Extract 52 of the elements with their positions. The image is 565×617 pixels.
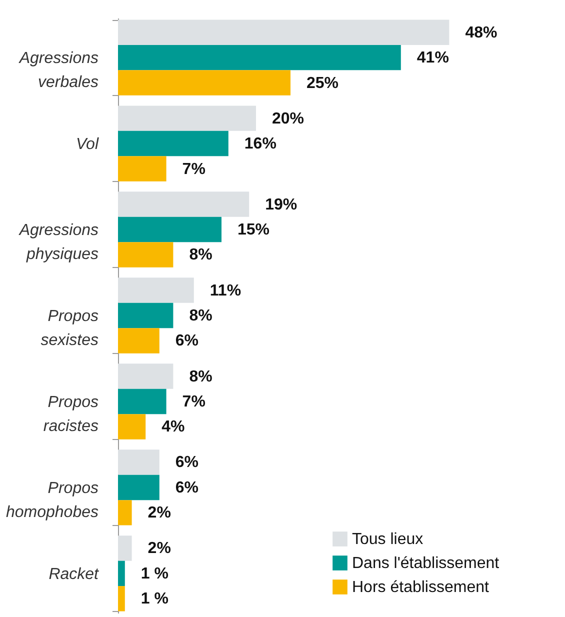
y-tick-label: Racket	[48, 566, 100, 583]
data-label: 41%	[416, 50, 449, 67]
y-tick-label: Agressions verbales	[18, 50, 98, 92]
data-label: 7%	[182, 393, 206, 410]
data-label: 8%	[189, 246, 212, 264]
bar	[118, 450, 160, 475]
bar	[118, 242, 174, 268]
bar	[118, 536, 132, 561]
bar	[118, 474, 160, 500]
data-label: 6%	[175, 479, 199, 496]
data-label: 8%	[189, 308, 212, 324]
data-label: 19%	[265, 196, 298, 214]
bar	[118, 278, 194, 303]
bar	[118, 156, 166, 182]
legend-label: Dans l'établissement	[352, 555, 500, 572]
data-label: 4%	[162, 418, 185, 436]
data-label: 2%	[148, 540, 171, 558]
data-label: 1 %	[140, 565, 168, 582]
bar	[118, 500, 132, 526]
data-label: 11%	[210, 282, 242, 300]
bar	[118, 192, 250, 217]
y-tick-label: Propos sexistes	[40, 308, 98, 349]
y-tick-label: Agressions physiques	[18, 222, 98, 264]
bar	[118, 302, 174, 328]
legend-label: Hors établissement	[352, 579, 490, 596]
data-label: 6%	[175, 332, 199, 350]
bar	[118, 106, 256, 131]
bar	[118, 20, 450, 45]
bar	[118, 328, 160, 354]
bar	[118, 388, 166, 414]
data-label: 48%	[465, 24, 498, 42]
bar	[118, 364, 174, 389]
data-label: 1 %	[140, 590, 168, 608]
bar	[118, 70, 290, 96]
bar	[118, 216, 222, 242]
data-label: 2%	[148, 504, 171, 522]
bar	[118, 586, 125, 612]
data-label: 15%	[238, 222, 270, 239]
bar	[118, 44, 401, 70]
data-label: 25%	[306, 74, 339, 92]
data-label: 8%	[189, 368, 212, 386]
data-label: 16%	[244, 136, 276, 153]
data-label: 20%	[272, 110, 304, 128]
y-tick-label: Vol	[76, 136, 99, 154]
y-tick-label: Propos racistes	[43, 394, 98, 435]
legend-label: Tous lieux	[352, 531, 424, 548]
bar	[118, 414, 146, 440]
bar	[118, 130, 228, 156]
y-tick-label: Propos homophobes	[6, 480, 98, 521]
data-label: 6%	[175, 454, 199, 472]
data-label: 7%	[182, 160, 206, 178]
bar	[118, 560, 125, 586]
